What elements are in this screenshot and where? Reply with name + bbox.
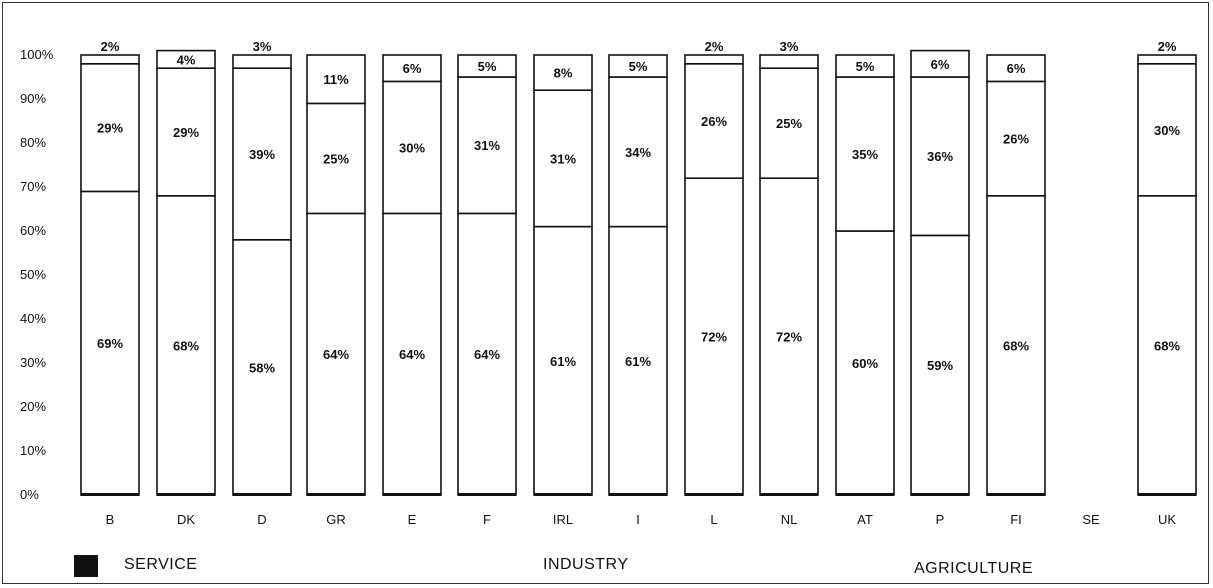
data-label-service: 72% [776, 330, 802, 345]
data-label-service: 60% [852, 356, 878, 371]
data-label-industry: 31% [550, 151, 576, 166]
bar-baseline [458, 493, 516, 496]
bar-agriculture [760, 55, 818, 68]
bar-baseline [534, 493, 592, 496]
x-tick-label: IRL [553, 512, 573, 527]
bar-baseline [836, 493, 894, 496]
data-label-industry: 26% [701, 114, 727, 129]
legend-label-industry: Industry [543, 556, 629, 574]
x-tick-label: D [257, 512, 266, 527]
data-label-service: 59% [927, 358, 953, 373]
bar-baseline [307, 493, 365, 496]
bar-baseline [383, 493, 441, 496]
data-label-service: 64% [474, 347, 500, 362]
y-tick-label: 30% [20, 355, 46, 370]
bar-baseline [911, 493, 969, 496]
x-tick-label: NL [781, 512, 798, 527]
y-tick-label: 80% [20, 135, 46, 150]
data-label-agriculture: 2% [101, 39, 120, 54]
bar-baseline [1138, 493, 1196, 496]
data-label-industry: 34% [625, 145, 651, 160]
data-label-agriculture: 2% [1158, 39, 1177, 54]
y-tick-label: 70% [20, 179, 46, 194]
bar-baseline [685, 493, 743, 496]
x-tick-label: E [408, 512, 417, 527]
data-label-service: 64% [399, 347, 425, 362]
data-label-industry: 25% [776, 116, 802, 131]
y-tick-label: 60% [20, 223, 46, 238]
data-label-service: 58% [249, 360, 275, 375]
x-tick-label: SE [1082, 512, 1100, 527]
bar-baseline [760, 493, 818, 496]
x-tick-label: F [483, 512, 491, 527]
data-label-agriculture: 3% [253, 39, 272, 54]
data-label-industry: 25% [323, 151, 349, 166]
bar-agriculture [81, 55, 139, 64]
data-label-service: 68% [1154, 338, 1180, 353]
bar-baseline [233, 493, 291, 496]
x-tick-label: FI [1010, 512, 1022, 527]
data-label-industry: 30% [399, 140, 425, 155]
data-label-agriculture: 5% [478, 59, 497, 74]
bar-baseline [81, 493, 139, 496]
y-tick-label: 10% [20, 443, 46, 458]
data-label-service: 61% [550, 354, 576, 369]
data-label-service: 64% [323, 347, 349, 362]
x-tick-label: GR [326, 512, 346, 527]
y-tick-label: 100% [20, 47, 54, 62]
data-label-industry: 26% [1003, 132, 1029, 147]
x-tick-label: L [710, 512, 717, 527]
data-label-agriculture: 8% [554, 66, 573, 81]
data-label-agriculture: 2% [705, 39, 724, 54]
data-label-agriculture: 4% [177, 52, 196, 67]
data-label-industry: 36% [927, 149, 953, 164]
data-label-industry: 30% [1154, 123, 1180, 138]
x-tick-label: P [936, 512, 945, 527]
x-tick-label: DK [177, 512, 195, 527]
data-label-agriculture: 6% [403, 61, 422, 76]
data-label-industry: 39% [249, 147, 275, 162]
data-label-industry: 29% [97, 121, 123, 136]
y-tick-label: 40% [20, 311, 46, 326]
data-label-industry: 35% [852, 147, 878, 162]
x-tick-label: AT [857, 512, 873, 527]
x-tick-label: I [636, 512, 640, 527]
bar-agriculture [233, 55, 291, 68]
x-tick-label: UK [1158, 512, 1176, 527]
data-label-agriculture: 11% [323, 72, 349, 87]
y-tick-label: 20% [20, 399, 46, 414]
data-label-agriculture: 6% [931, 57, 950, 72]
data-label-agriculture: 3% [780, 39, 799, 54]
bar-baseline [987, 493, 1045, 496]
bar-baseline [609, 493, 667, 496]
data-label-service: 72% [701, 330, 727, 345]
y-tick-label: 50% [20, 267, 46, 282]
data-label-service: 68% [1003, 338, 1029, 353]
data-label-agriculture: 5% [856, 59, 875, 74]
data-label-industry: 29% [173, 125, 199, 140]
data-label-service: 69% [97, 336, 123, 351]
legend-label-service: Service [124, 556, 197, 574]
data-label-agriculture: 5% [629, 59, 648, 74]
data-label-service: 61% [625, 354, 651, 369]
bar-agriculture [685, 55, 743, 64]
legend-swatch-service [74, 555, 98, 577]
bar-baseline [157, 493, 215, 496]
y-tick-label: 90% [20, 91, 46, 106]
data-label-agriculture: 6% [1007, 61, 1026, 76]
bar-agriculture [1138, 55, 1196, 64]
legend-label-agriculture: Agriculture [914, 560, 1033, 578]
x-tick-label: B [106, 512, 115, 527]
y-tick-label: 0% [20, 487, 39, 502]
data-label-industry: 31% [474, 138, 500, 153]
data-label-service: 68% [173, 338, 199, 353]
